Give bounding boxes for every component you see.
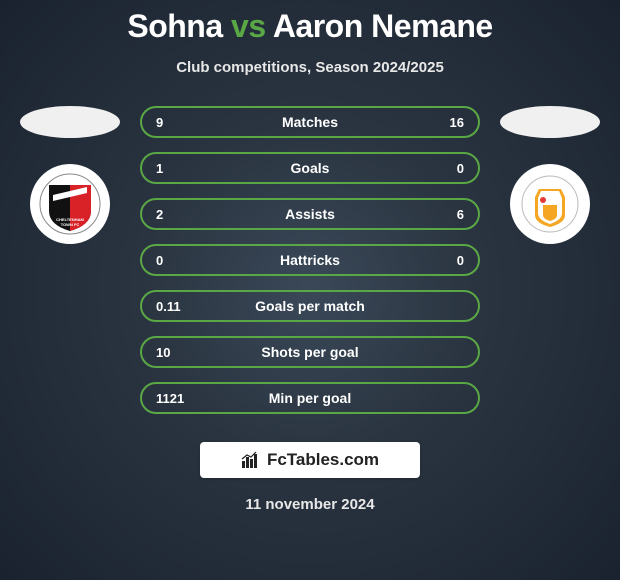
chart-bars-icon xyxy=(241,451,261,469)
stat-left-value: 0 xyxy=(156,253,216,268)
stats-table: 9 Matches 16 1 Goals 0 2 Assists 6 0 Hat… xyxy=(140,106,480,414)
stat-row: 1121 Min per goal xyxy=(140,382,480,414)
svg-text:TOWN FC: TOWN FC xyxy=(61,222,80,227)
stat-label: Hattricks xyxy=(216,252,404,268)
stat-left-value: 0.11 xyxy=(156,299,216,314)
title-vs: vs xyxy=(231,8,266,44)
stat-label: Shots per goal xyxy=(216,344,404,360)
comparison-date: 11 november 2024 xyxy=(0,496,620,513)
stat-right-value: 16 xyxy=(404,115,464,130)
player2-name: Aaron Nemane xyxy=(273,8,493,44)
left-player-column: CHELTENHAM TOWN FC xyxy=(20,106,120,244)
stat-right-value: 6 xyxy=(404,207,464,222)
stat-row: 1 Goals 0 xyxy=(140,152,480,184)
brand-badge: FcTables.com xyxy=(200,442,420,478)
stat-left-value: 10 xyxy=(156,345,216,360)
stat-row: 9 Matches 16 xyxy=(140,106,480,138)
subtitle: Club competitions, Season 2024/2025 xyxy=(0,59,620,76)
stat-label: Matches xyxy=(216,114,404,130)
stat-left-value: 9 xyxy=(156,115,216,130)
player2-photo-placeholder xyxy=(500,106,600,138)
stat-row: 0.11 Goals per match xyxy=(140,290,480,322)
content-area: CHELTENHAM TOWN FC 9 Matches 16 1 Goals … xyxy=(0,106,620,414)
stat-label: Goals per match xyxy=(216,298,404,314)
cheltenham-badge-icon: CHELTENHAM TOWN FC xyxy=(39,173,101,235)
stat-right-value: 0 xyxy=(404,253,464,268)
stat-left-value: 1121 xyxy=(156,391,216,406)
stat-row: 2 Assists 6 xyxy=(140,198,480,230)
mkdons-badge-icon xyxy=(521,175,579,233)
stat-label: Assists xyxy=(216,206,404,222)
stat-right-value: 0 xyxy=(404,161,464,176)
stat-left-value: 1 xyxy=(156,161,216,176)
stat-label: Min per goal xyxy=(216,390,404,406)
stat-label: Goals xyxy=(216,160,404,176)
player2-club-badge xyxy=(510,164,590,244)
right-player-column xyxy=(500,106,600,244)
player1-club-badge: CHELTENHAM TOWN FC xyxy=(30,164,110,244)
player1-name: Sohna xyxy=(127,8,222,44)
brand-text: FcTables.com xyxy=(267,450,379,470)
stat-row: 10 Shots per goal xyxy=(140,336,480,368)
comparison-title: Sohna vs Aaron Nemane xyxy=(0,0,620,45)
stat-row: 0 Hattricks 0 xyxy=(140,244,480,276)
stat-left-value: 2 xyxy=(156,207,216,222)
player1-photo-placeholder xyxy=(20,106,120,138)
